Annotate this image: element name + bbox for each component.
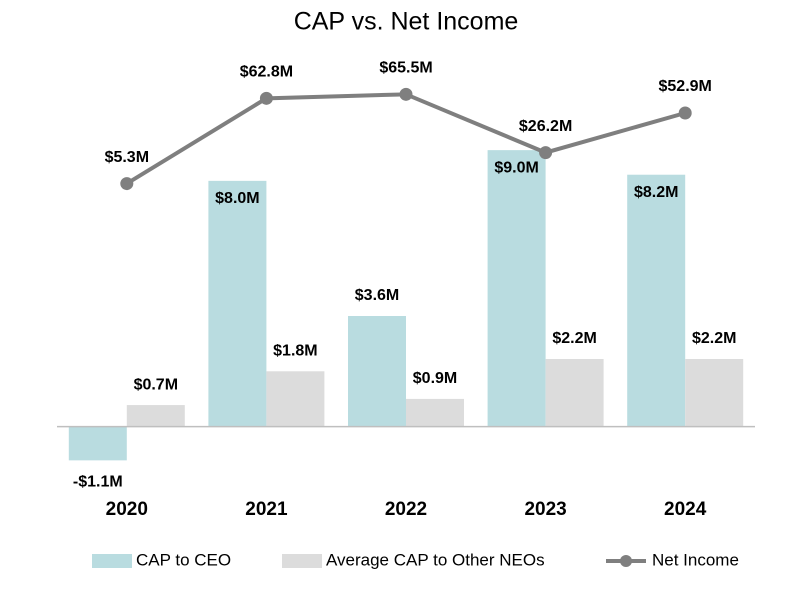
bar [545,359,604,427]
legend-label: Average CAP to Other NEOs [326,550,545,569]
legend-label: CAP to CEO [136,550,231,569]
line-marker [399,87,413,101]
line-marker [120,177,134,191]
value-label: $2.2M [552,330,596,347]
value-label: $1.8M [273,343,317,360]
bar [627,174,686,427]
line-marker [259,91,273,105]
legend-swatch [282,554,322,568]
line-marker [539,146,553,160]
bar [208,180,267,427]
legend-marker [620,555,632,567]
bar [487,150,546,427]
chart-title: CAP vs. Net Income [294,8,519,36]
value-label: $26.2M [519,118,572,135]
bar [406,398,464,427]
value-label: $52.9M [659,78,712,95]
bar [348,316,406,427]
value-label: $5.3M [105,149,149,166]
x-tick-label: 2024 [664,499,707,520]
bar [126,405,185,427]
value-label: $0.9M [413,370,457,387]
legend-label: Net Income [652,550,739,569]
x-tick-label: 2022 [385,499,427,520]
value-label: $8.0M [215,190,259,207]
x-tick-label: 2023 [524,499,566,520]
x-tick-label: 2020 [106,499,148,520]
x-tick-label: 2021 [245,499,288,520]
bar [68,426,127,461]
bar [685,359,744,427]
line [125,92,686,186]
value-label: $2.2M [692,330,736,347]
legend-swatch [92,554,132,568]
line-marker [678,106,692,120]
value-label: -$1.1M [73,474,123,491]
value-label: $9.0M [494,159,538,176]
bar [266,371,325,427]
value-label: $65.5M [379,60,432,77]
value-label: $3.6M [355,287,399,304]
value-label: $62.8M [240,64,293,81]
value-label: $0.7M [134,376,178,393]
value-label: $8.2M [634,184,678,201]
